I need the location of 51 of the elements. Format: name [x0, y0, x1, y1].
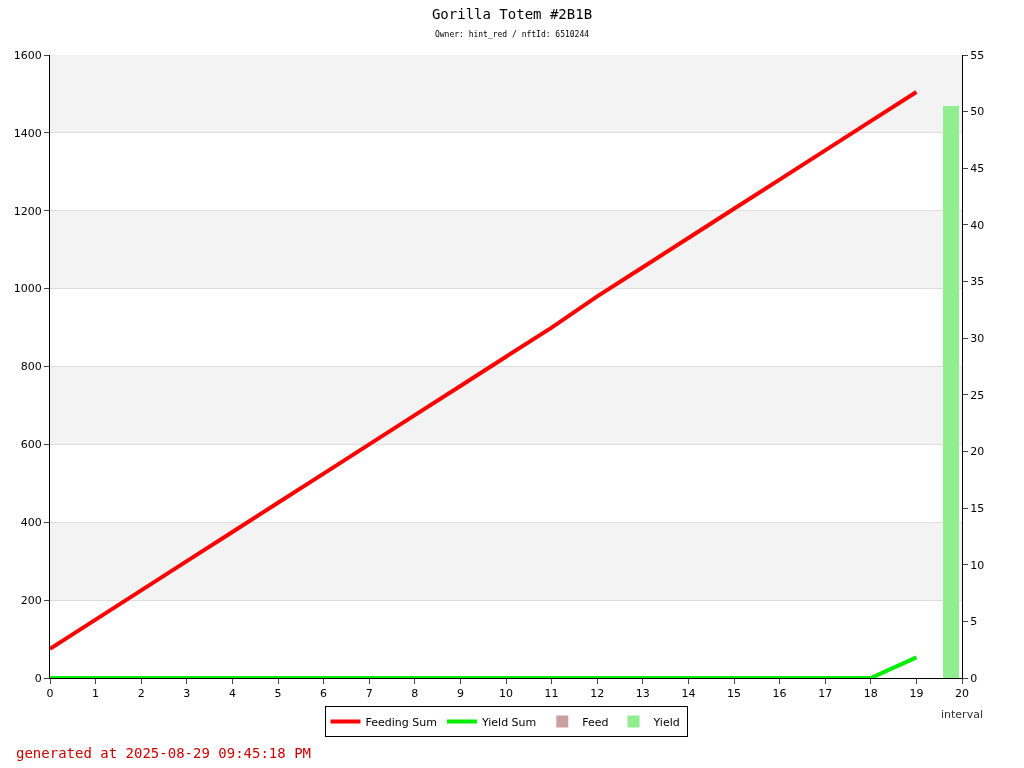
y2-tick-label: 55 — [970, 48, 985, 62]
x-tick-label: 13 — [635, 687, 650, 701]
x-tick-label: 11 — [544, 687, 559, 701]
y-tick-label: 1600 — [13, 48, 42, 62]
y2-tick-label: 15 — [970, 501, 985, 515]
y-tick-label: 1400 — [13, 126, 42, 140]
x-tick-label: 9 — [456, 687, 464, 701]
y-tick-label: 1000 — [13, 282, 42, 296]
chart-subtitle: Owner: hint_red / nftId: 6510244 — [434, 30, 590, 40]
x-tick-label: 7 — [365, 687, 373, 701]
x-tick-label: 12 — [590, 687, 605, 701]
text: generated at 2025-08-29 09:45:18 PM — [16, 745, 312, 761]
x-tick-label: 18 — [863, 687, 878, 701]
y-tick-label: 600 — [20, 438, 42, 452]
x-tick-label: 19 — [909, 687, 924, 701]
y2-tick-label: 45 — [970, 162, 985, 176]
x-tick-label: 3 — [183, 687, 191, 701]
y-tick-label: 1200 — [13, 204, 42, 218]
y-tick-label: 0 — [34, 671, 42, 685]
x-tick-label: 17 — [818, 687, 833, 701]
x-tick-label: 4 — [228, 687, 236, 701]
x-tick-label: 6 — [320, 687, 328, 701]
y2-tick-label: 30 — [970, 332, 985, 346]
x-tick-label: 1 — [92, 687, 100, 701]
x-tick-label: 16 — [772, 687, 787, 701]
x-tick-label: 5 — [274, 687, 282, 701]
x-tick-label: 10 — [499, 687, 513, 701]
line-series — [50, 89, 919, 651]
y2-tick-label: 5 — [970, 615, 978, 629]
y2-tick-label: 25 — [970, 388, 985, 402]
x-tick-label: 8 — [411, 687, 419, 701]
x-tick-label: 2 — [137, 687, 145, 701]
legend-label: Feeding Sum — [365, 715, 437, 729]
y2-tick-label: 50 — [970, 105, 985, 119]
x-tick-label: 15 — [727, 687, 741, 701]
x-axis-title: interval — [941, 708, 983, 721]
legend-label: Yield — [652, 715, 680, 729]
y-tick-label: 400 — [20, 516, 42, 530]
y-tick-label: 800 — [20, 360, 42, 374]
legend-label: Yield Sum — [480, 715, 537, 729]
x-tick-label: 0 — [46, 687, 54, 701]
y2-tick-label: 40 — [970, 218, 985, 232]
chart-title: Gorilla Totem #2B1B — [431, 6, 593, 23]
x-tick-label: 20 — [955, 687, 969, 701]
y2-tick-label: 10 — [970, 558, 985, 572]
y-tick-label: 200 — [20, 593, 42, 607]
y2-tick-label: 0 — [970, 671, 978, 685]
y2-tick-label: 20 — [970, 445, 985, 459]
x-tick-label: 14 — [681, 687, 696, 701]
legend-label: Feed — [582, 715, 609, 729]
y2-tick-label: 35 — [970, 275, 985, 289]
